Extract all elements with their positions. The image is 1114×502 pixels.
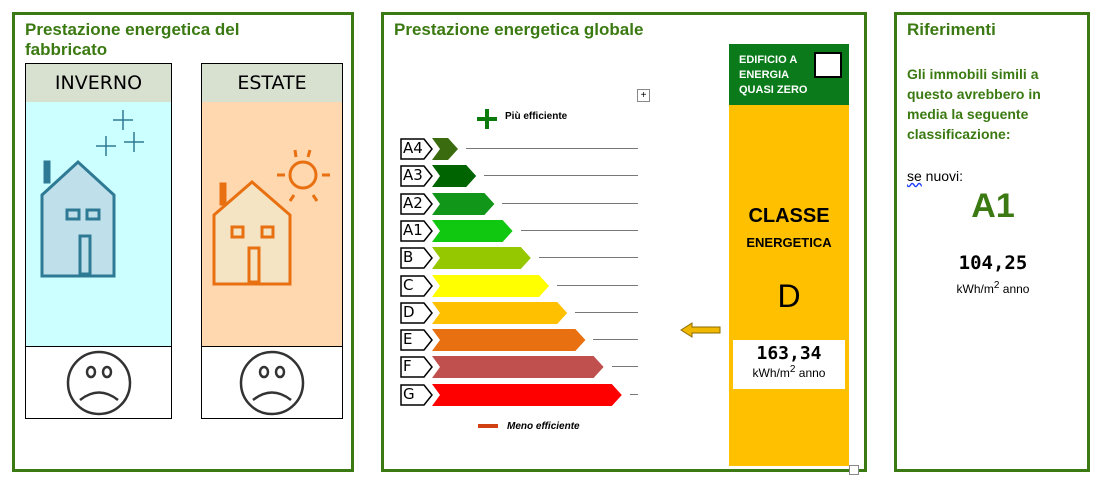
class-tag-label: A2 xyxy=(403,193,423,212)
energy-unit-suffix: anno xyxy=(795,366,826,380)
class-line xyxy=(466,148,638,149)
reference-class: A1 xyxy=(971,187,1015,225)
class-bar xyxy=(432,301,568,324)
class-line xyxy=(629,393,638,395)
class-tag xyxy=(400,192,433,215)
class-line xyxy=(575,311,638,313)
class-tag xyxy=(400,165,433,188)
class-line xyxy=(484,175,638,177)
new-label-se: se xyxy=(907,168,922,184)
move-handle-icon[interactable]: + xyxy=(637,89,650,102)
class-bar xyxy=(432,383,622,406)
class-tag-label: A3 xyxy=(403,166,423,185)
class-tag xyxy=(400,356,433,379)
winter-house-icon xyxy=(26,102,171,347)
summer-cell: ESTATE xyxy=(201,63,343,419)
nzeb-checkbox[interactable] xyxy=(814,52,842,78)
class-line xyxy=(593,339,638,341)
references-title: Riferimenti xyxy=(907,20,996,39)
class-box xyxy=(729,105,849,466)
summer-sad-face-icon xyxy=(202,347,342,418)
global-title: Prestazione energetica globale xyxy=(394,20,644,39)
references-panel xyxy=(894,12,1090,472)
class-tag xyxy=(400,274,433,297)
winter-label: INVERNO xyxy=(26,64,171,103)
class-bar xyxy=(432,192,495,215)
class-bar xyxy=(432,247,531,270)
class-title: CLASSE xyxy=(748,205,830,227)
nzeb-label: EDIFICIO A ENERGIA QUASI ZERO xyxy=(739,54,808,96)
winter-sad-face-icon xyxy=(26,347,171,418)
class-line xyxy=(538,257,638,259)
reference-value: 104,25 xyxy=(958,252,1028,274)
class-bar xyxy=(432,356,604,379)
winter-cell: INVERNO xyxy=(25,63,172,419)
class-line xyxy=(557,284,638,286)
more-efficient-label: Più efficiente xyxy=(505,111,568,122)
reference-unit-sup: 2 xyxy=(993,280,1000,291)
class-tag-label: A1 xyxy=(403,220,423,239)
less-efficient-label: Meno efficiente xyxy=(507,421,580,432)
global-panel xyxy=(381,12,867,472)
class-subtitle: ENERGETICA xyxy=(746,235,832,250)
new-label: nuovi: xyxy=(921,168,964,184)
reference-unit-suffix: anno xyxy=(999,282,1030,296)
class-tag xyxy=(400,247,433,269)
summer-house-icon xyxy=(202,102,342,347)
class-bar xyxy=(432,165,477,188)
energy-value-box: 163,34 kWh/m2 anno xyxy=(733,340,845,389)
class-bar xyxy=(432,329,586,352)
plus-icon xyxy=(477,109,497,129)
class-tag xyxy=(400,138,433,160)
building-title: Prestazione energetica del fabbricato xyxy=(25,20,240,59)
building-panel: Prestazione energetica del fabbricato IN… xyxy=(12,12,354,472)
class-bar xyxy=(432,138,458,160)
class-tag xyxy=(400,302,433,324)
class-tag-label: G xyxy=(403,384,415,403)
class-tag-label: B xyxy=(403,248,414,267)
class-tag-label: A4 xyxy=(403,139,423,157)
resize-handle[interactable] xyxy=(849,465,859,475)
class-tag-label: C xyxy=(403,275,414,294)
class-tag xyxy=(400,220,433,242)
energy-unit-sup: 2 xyxy=(789,364,796,375)
minus-icon xyxy=(478,424,498,428)
class-line xyxy=(611,366,638,368)
class-tag-label: D xyxy=(403,302,415,321)
summer-label: ESTATE xyxy=(202,64,342,103)
current-class-arrow-icon xyxy=(680,322,721,338)
reference-unit: kWh/m xyxy=(956,282,994,296)
energy-unit: kWh/m xyxy=(752,366,790,380)
class-tag xyxy=(400,329,433,351)
class-bar xyxy=(432,219,513,242)
class-line xyxy=(520,229,638,231)
references-text: Gli immobili simili a questo avrebbero i… xyxy=(907,66,1041,142)
energy-value: 163,34 xyxy=(756,343,822,364)
class-value: D xyxy=(777,278,801,314)
class-bar xyxy=(432,274,549,297)
class-tag-label: E xyxy=(403,330,413,349)
class-tag xyxy=(400,383,433,406)
class-tag-label: F xyxy=(403,357,412,376)
class-line xyxy=(502,202,638,204)
